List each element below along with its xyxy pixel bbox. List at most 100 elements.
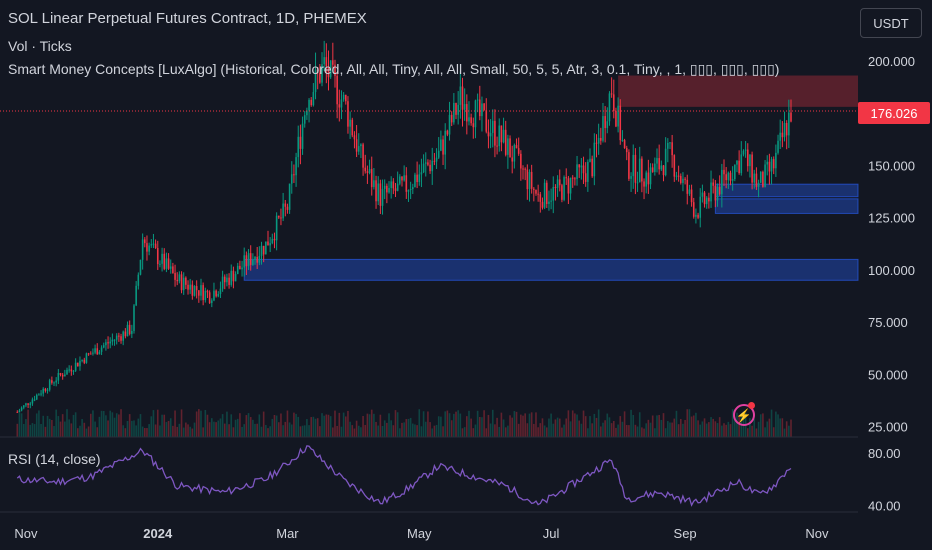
volume-bar: [504, 427, 507, 437]
volume-bar: [146, 428, 148, 437]
candle-body: [422, 163, 425, 173]
volume-bar: [634, 424, 637, 437]
candle-body: [271, 238, 274, 244]
volume-bar: [256, 423, 258, 437]
volume-bar: [22, 423, 25, 437]
candle-body: [612, 94, 615, 111]
volume-bar: [535, 412, 537, 437]
volume-bar: [636, 426, 639, 437]
candle-body: [481, 103, 483, 117]
candle-body: [461, 86, 464, 110]
candle-body: [453, 102, 455, 123]
volume-bar: [375, 421, 377, 437]
volume-bar: [641, 427, 643, 437]
candle-body: [55, 380, 57, 383]
volume-bar: [156, 409, 159, 437]
candle-body: [381, 188, 384, 206]
volume-bar: [288, 422, 291, 437]
candle-body: [466, 104, 468, 122]
volume-bar: [187, 424, 189, 437]
price-tick-label: 75.000: [868, 315, 908, 330]
candle-body: [483, 103, 485, 111]
candle-body: [109, 341, 112, 344]
volume-bar: [565, 418, 568, 437]
volume-bar: [578, 420, 581, 437]
candle-body: [159, 263, 161, 265]
volume-bar: [282, 425, 284, 437]
candle-body: [53, 382, 55, 384]
volume-bar: [107, 420, 109, 437]
candle-body: [472, 123, 475, 128]
volume-bar: [487, 414, 490, 437]
volume-bar: [161, 414, 163, 437]
volume-bar: [768, 418, 771, 437]
candle-body: [213, 290, 215, 301]
volume-bar: [710, 417, 712, 437]
volume-bar: [556, 417, 559, 437]
volume-bar: [312, 416, 315, 437]
candle-body: [710, 182, 712, 202]
candle-body: [150, 244, 153, 246]
candle-body: [180, 274, 183, 291]
candle-body: [487, 131, 490, 137]
candle-body: [172, 266, 174, 274]
currency-button[interactable]: USDT: [860, 8, 922, 38]
volume-bar: [178, 423, 181, 437]
candle-body: [226, 277, 228, 283]
candle-body: [496, 145, 498, 147]
candle-body: [31, 399, 34, 404]
volume-bar: [541, 418, 544, 437]
candle-body: [195, 286, 198, 291]
candle-body: [355, 139, 358, 152]
candle-body: [545, 182, 548, 204]
rsi-legend[interactable]: RSI (14, close): [8, 451, 101, 467]
volume-bar: [667, 421, 669, 437]
candle-body: [360, 144, 362, 147]
volume-bar: [204, 410, 207, 437]
volume-bar: [684, 420, 686, 437]
volume-bar: [383, 420, 386, 437]
candle-body: [468, 117, 470, 122]
volume-bar: [453, 413, 455, 437]
volume-legend[interactable]: Vol · Ticks: [8, 38, 72, 54]
candle-body: [167, 258, 170, 269]
candle-body: [569, 177, 572, 194]
volume-bar: [584, 416, 587, 437]
candle-body: [662, 165, 665, 176]
candle-body: [217, 293, 220, 297]
volume-bar: [677, 424, 680, 437]
volume-bar: [543, 425, 546, 437]
indicator-legend[interactable]: Smart Money Concepts [LuxAlgo] (Historic…: [8, 61, 780, 77]
volume-bar: [437, 416, 440, 437]
candle-body: [561, 185, 563, 200]
volume-bar: [729, 424, 732, 437]
volume-bar: [254, 423, 256, 437]
candle-body: [643, 181, 645, 187]
volume-bar: [141, 426, 144, 437]
candle-body: [746, 149, 749, 167]
candle-body: [321, 64, 323, 83]
volume-bar: [319, 426, 321, 437]
volume-bar: [48, 418, 51, 437]
volume-bar: [258, 414, 261, 437]
volume-bar: [416, 425, 418, 437]
candle-body: [682, 178, 684, 183]
volume-bar: [280, 413, 282, 437]
candle-body: [144, 239, 146, 244]
candle-body: [273, 238, 276, 241]
volume-bar: [630, 409, 632, 437]
candle-body: [48, 380, 51, 390]
flash-icon[interactable]: ⚡: [733, 404, 755, 426]
volume-bar: [381, 425, 384, 437]
candle-body: [558, 179, 561, 186]
candle-body: [399, 176, 401, 184]
volume-bar: [44, 426, 47, 437]
candle-body: [314, 69, 317, 93]
volume-bar: [673, 418, 676, 437]
volume-bar: [277, 422, 280, 437]
candle-body: [649, 167, 652, 185]
volume-bar: [766, 421, 769, 437]
volume-bar: [81, 419, 83, 437]
volume-bar: [370, 409, 373, 437]
